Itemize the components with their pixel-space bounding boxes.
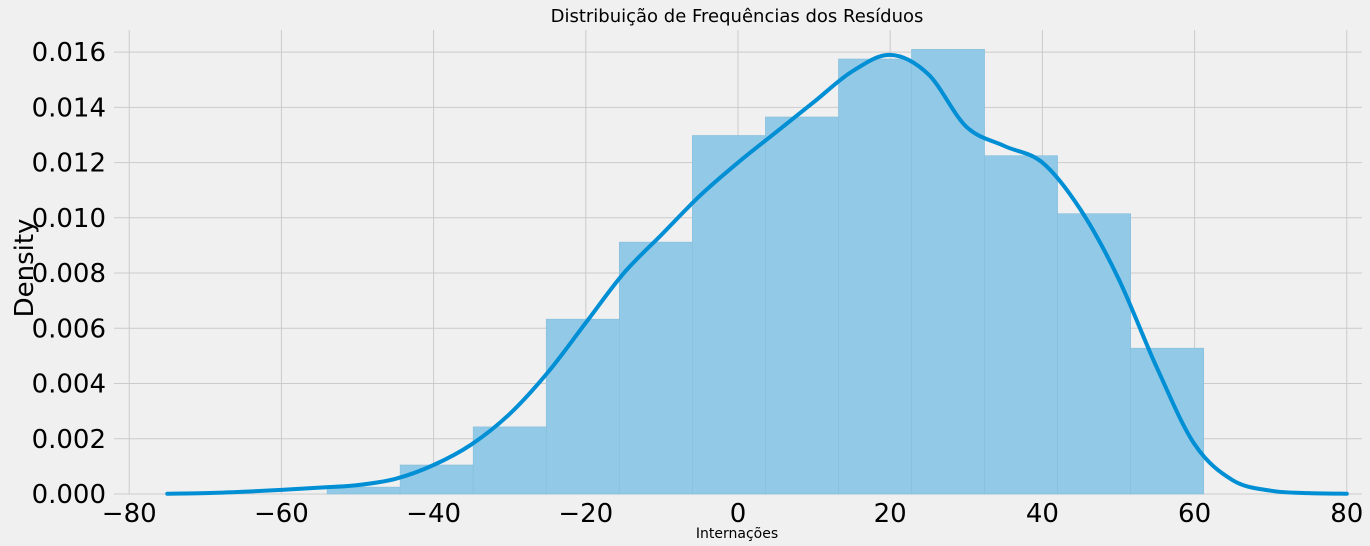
y-tick-label: 0.002 bbox=[32, 425, 106, 455]
y-tick-label: 0.014 bbox=[32, 93, 106, 123]
x-tick-label: −40 bbox=[406, 499, 461, 529]
x-tick-label: 40 bbox=[1026, 499, 1059, 529]
histogram-bar bbox=[618, 241, 693, 495]
histogram-bar bbox=[545, 318, 620, 495]
histogram-bar bbox=[1057, 213, 1131, 495]
x-tick-label: −20 bbox=[558, 499, 613, 529]
x-tick-label: −80 bbox=[102, 499, 157, 529]
x-axis-ticks: −80 −60 −40 −20 0 20 40 60 80 bbox=[102, 499, 1364, 529]
y-axis-ticks: 0.000 0.002 0.004 0.006 0.008 0.010 0.012 0.014… bbox=[32, 38, 106, 510]
histogram-bar bbox=[984, 155, 1058, 495]
y-tick-label: 0.010 bbox=[32, 204, 106, 234]
histogram-bar bbox=[1130, 347, 1205, 495]
y-axis-label: Density bbox=[10, 219, 40, 318]
x-tick-label: 0 bbox=[730, 499, 747, 529]
y-tick-label: 0.004 bbox=[32, 370, 106, 400]
x-axis-label: Internações bbox=[696, 526, 778, 542]
y-tick-label: 0.008 bbox=[32, 259, 106, 289]
histogram-bars bbox=[326, 49, 1205, 495]
chart-title: Distribuição de Frequências dos Resíduos bbox=[551, 6, 924, 27]
histogram-bar bbox=[765, 116, 839, 495]
y-tick-label: 0.000 bbox=[32, 480, 106, 510]
histogram-bar bbox=[692, 135, 766, 495]
kde-curve bbox=[165, 52, 1349, 496]
histogram-bar bbox=[838, 58, 912, 495]
y-tick-label: 0.012 bbox=[32, 149, 106, 179]
histogram-bar bbox=[911, 49, 985, 495]
x-tick-label: 60 bbox=[1178, 499, 1211, 529]
x-tick-label: −60 bbox=[254, 499, 309, 529]
y-tick-label: 0.016 bbox=[32, 38, 106, 68]
histogram-bar bbox=[399, 464, 474, 495]
x-tick-label: 80 bbox=[1330, 499, 1363, 529]
x-tick-label: 20 bbox=[874, 499, 907, 529]
kde-curve-group bbox=[165, 52, 1349, 496]
y-tick-label: 0.006 bbox=[32, 314, 106, 344]
